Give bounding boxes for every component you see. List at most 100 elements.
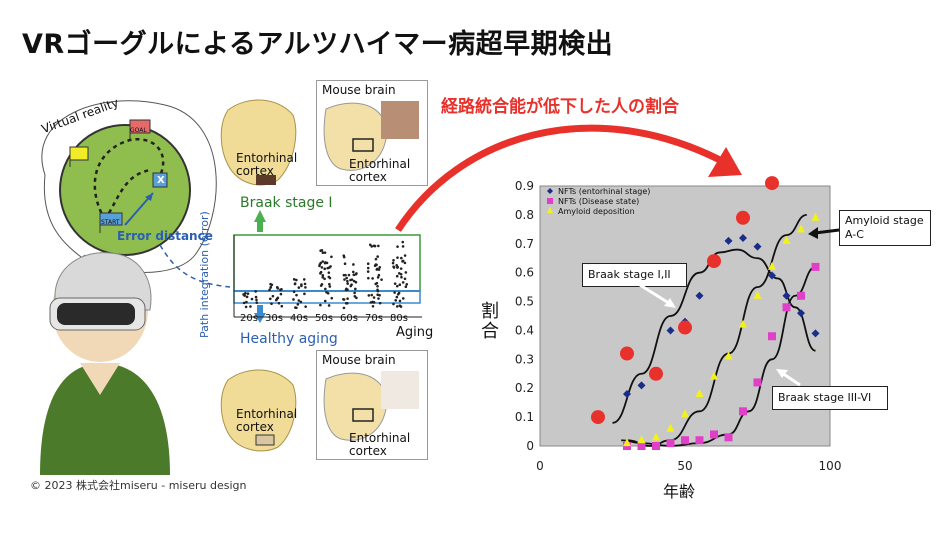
y-tick-label: 0	[526, 439, 534, 453]
point-square	[768, 332, 776, 341]
dot-mark	[376, 255, 379, 258]
point-square	[681, 436, 689, 445]
dot-mark	[372, 301, 376, 304]
dot-mark	[277, 301, 281, 305]
dot-mark	[366, 266, 370, 270]
top-entorhinal-right: Entorhinal	[349, 157, 411, 171]
y-tick-label: 0.4	[515, 323, 534, 337]
dot-mark	[269, 285, 273, 289]
point-circle	[620, 346, 634, 361]
point-square	[782, 303, 791, 312]
dot-mark	[399, 272, 403, 276]
point-circle	[707, 254, 721, 269]
x-tick-label: 50	[677, 459, 692, 473]
dot-mark	[352, 279, 356, 283]
point-circle	[678, 320, 692, 335]
dot-mark	[342, 297, 345, 301]
y-tick-label: 0.2	[515, 381, 534, 395]
y-tick-label: 0.3	[515, 352, 534, 366]
mouse-brain-top-panel: Mouse brain Entorhinal cortex	[316, 80, 428, 186]
dot-mark	[404, 271, 408, 274]
point-diamond	[768, 271, 776, 280]
dot-mark	[405, 282, 409, 286]
dot-mark	[396, 256, 399, 259]
point-diamond	[753, 242, 762, 251]
annotation-braak-early: Braak stage I,II	[582, 263, 687, 287]
dot-mark	[276, 296, 280, 300]
dot-mark	[300, 283, 303, 286]
annotation-amyloid-line1: Amyloid stage	[845, 214, 924, 227]
dot-mark	[400, 256, 403, 260]
path-integration-label: Path integration (error)	[198, 211, 211, 338]
point-diamond	[797, 309, 805, 318]
dot-mark	[245, 295, 249, 299]
point-square	[811, 262, 820, 271]
dot-mark	[401, 245, 405, 248]
dot-mark	[276, 287, 280, 290]
braak-stage-label: Braak stage Ⅰ	[240, 195, 333, 211]
dot-mark	[404, 285, 408, 289]
human-brain-bottom	[220, 369, 297, 452]
dot-mark	[394, 299, 398, 302]
point-triangle	[811, 212, 820, 221]
point-diamond	[724, 236, 733, 245]
dot-mark	[246, 292, 250, 295]
y-tick-label: 0.6	[515, 266, 534, 280]
point-square	[652, 442, 660, 450]
dot-mark	[399, 267, 403, 270]
point-diamond	[623, 390, 631, 398]
dot-mark	[342, 254, 346, 257]
dot-mark	[244, 291, 247, 295]
dot-mark	[371, 304, 375, 308]
dot-mark	[398, 299, 402, 303]
dot-mark	[374, 257, 378, 261]
dot-mark	[242, 293, 245, 296]
dot-mark	[395, 284, 399, 288]
x-tick-label: 0	[536, 459, 544, 473]
dot-mark	[376, 293, 379, 297]
dot-mark	[249, 305, 252, 308]
dot-mark	[304, 305, 307, 308]
dot-mark	[350, 283, 353, 287]
dot-mark	[319, 261, 323, 265]
point-diamond	[637, 381, 646, 390]
dot-mark	[292, 278, 296, 281]
dot-mark	[392, 302, 395, 306]
dot-mark	[378, 265, 382, 269]
dot-mark	[319, 303, 322, 307]
red-caption: 経路統合能が低下した人の割合	[441, 97, 679, 117]
top-entorhinal-left: Entorhinal	[236, 151, 298, 165]
dot-mark	[280, 288, 283, 291]
dot-mark	[303, 292, 306, 296]
dot-mark	[330, 255, 333, 259]
annotation-braak-late: Braak stage III-VI	[772, 386, 888, 410]
point-diamond	[811, 329, 820, 338]
point-diamond	[739, 234, 747, 242]
point-circle	[591, 410, 605, 425]
dot-mark	[255, 301, 259, 304]
dot-mark	[325, 290, 328, 294]
dot-mark	[321, 260, 325, 263]
x-tick-label: 100	[819, 459, 842, 473]
dot-mark	[345, 276, 348, 280]
point-diamond	[547, 188, 553, 194]
dot-mark	[295, 278, 298, 282]
dot-mark	[396, 265, 399, 269]
dot-mark	[280, 304, 284, 308]
point-triangle	[739, 319, 747, 328]
dot-mark	[370, 293, 374, 297]
mouse-brain-top-drawing	[323, 101, 419, 171]
dot-mark	[319, 284, 323, 287]
path-integration-plot	[233, 210, 422, 323]
dot-mark	[327, 271, 331, 274]
dot-mark	[330, 296, 334, 300]
mouse-brain-bottom-label: Mouse brain	[322, 353, 396, 367]
dot-mark	[344, 301, 348, 305]
point-triangle	[623, 438, 631, 447]
dot-mark	[296, 303, 300, 306]
dot-mark	[297, 286, 301, 289]
dot-mark	[327, 304, 331, 307]
point-triangle	[753, 290, 762, 299]
dot-mark	[242, 301, 246, 305]
dot-mark	[401, 240, 405, 244]
